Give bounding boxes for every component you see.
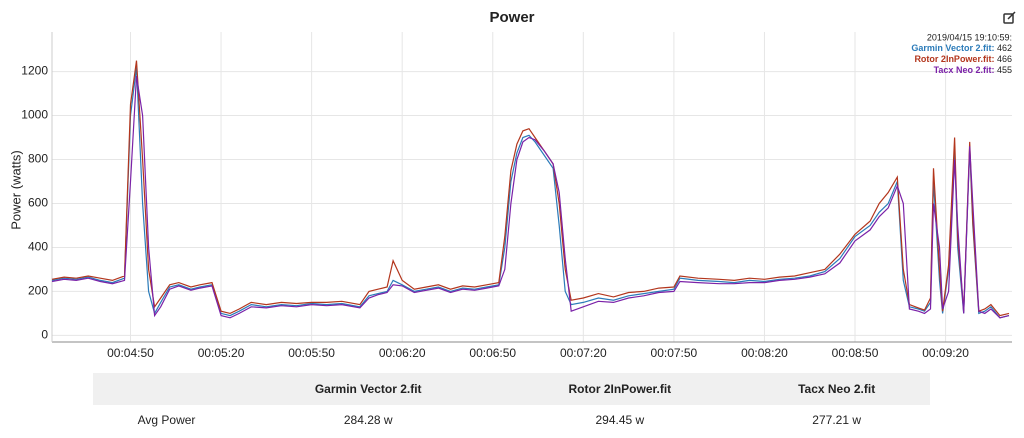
x-tick-label: 00:04:50 — [107, 346, 154, 360]
tooltip-label: Rotor 2InPower.fit: — [914, 54, 994, 64]
series-line — [51, 67, 1010, 319]
icon-box — [1003, 13, 1014, 24]
column-header: Rotor 2InPower.fit — [496, 373, 744, 405]
tooltip-value: 462 — [997, 43, 1012, 53]
stats-table: Garmin Vector 2.fit Rotor 2InPower.fit T… — [93, 373, 930, 435]
cell: 277.21 w — [812, 413, 861, 427]
tooltip-label: Tacx Neo 2.fit: — [934, 65, 995, 75]
y-tick-label: 1000 — [21, 108, 48, 122]
cell: 294.45 w — [595, 413, 645, 427]
y-axis-label: Power (watts) — [8, 150, 23, 229]
edit-icon[interactable] — [1003, 11, 1016, 24]
corner-cell — [93, 373, 240, 405]
x-tick-label: 00:08:20 — [741, 346, 788, 360]
x-tick-label: 00:07:20 — [560, 346, 607, 360]
chart: Power Power (watts) 0 200 400 600 800 1000 120… — [8, 9, 1016, 360]
table-header: Garmin Vector 2.fit Rotor 2InPower.fit T… — [93, 373, 930, 405]
x-tick-label: 00:08:50 — [832, 346, 879, 360]
table-row: Avg Power 284.28 w 294.45 w 277.21 w — [93, 405, 930, 435]
tooltip-time: 2019/04/15 19:10:59: — [927, 32, 1012, 42]
icon-pen — [1007, 11, 1016, 20]
series-line — [51, 75, 1010, 319]
x-tick-label: 00:09:20 — [922, 346, 969, 360]
x-tick-label: 00:07:50 — [651, 346, 698, 360]
y-tick-label: 800 — [28, 152, 48, 166]
y-tick-label: 1200 — [21, 64, 48, 78]
row-label: Avg Power — [137, 413, 196, 427]
y-tick-label: 600 — [28, 196, 48, 210]
column-header: Garmin Vector 2.fit — [240, 373, 497, 405]
series-line — [51, 60, 1010, 317]
tooltip-value: 466 — [997, 54, 1012, 64]
x-tick-label: 00:05:20 — [198, 346, 245, 360]
y-tick-label: 400 — [28, 240, 48, 254]
tooltip-entry: Rotor 2InPower.fit: 466 — [914, 54, 1012, 64]
tooltip-entry: Garmin Vector 2.fit: 462 — [911, 43, 1012, 53]
x-tick-label: 00:05:50 — [288, 346, 335, 360]
tooltip-value: 455 — [997, 65, 1012, 75]
y-tick-label: 200 — [28, 284, 48, 298]
column-header: Tacx Neo 2.fit — [743, 373, 930, 405]
y-tick-label: 0 — [41, 328, 48, 342]
x-tick-label: 00:06:20 — [379, 346, 426, 360]
chart-title: Power — [489, 9, 534, 26]
tooltip-label: Garmin Vector 2.fit: — [911, 43, 994, 53]
cell: 284.28 w — [343, 413, 393, 427]
tooltip-entry: Tacx Neo 2.fit: 455 — [934, 65, 1012, 75]
x-tick-label: 00:06:50 — [469, 346, 516, 360]
